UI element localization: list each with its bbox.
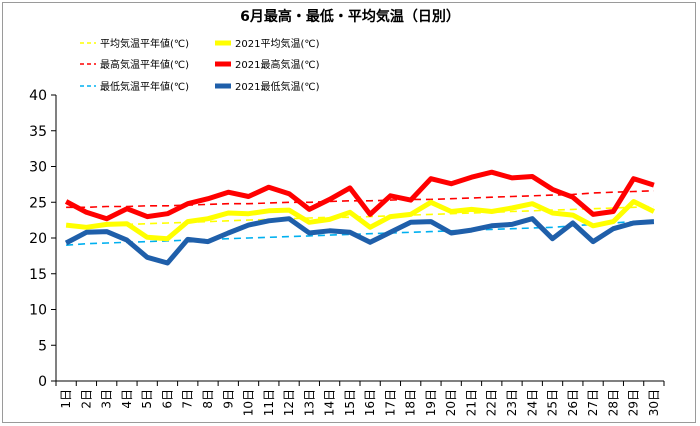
x-tick-label: 21日 <box>464 389 478 416</box>
x-tick-label: 28日 <box>606 389 620 416</box>
x-tick-label: 15日 <box>343 389 357 416</box>
legend-label: 最低気温平年値(℃) <box>100 80 189 93</box>
x-tick-label: 10日 <box>242 389 256 416</box>
y-tick-label: 20 <box>29 231 47 247</box>
legend-label: 2021平均気温(℃) <box>235 37 320 50</box>
legend: 平均気温平年値(℃) 2021平均気温(℃) 最高気温平年値(℃) 2021最高気温(… <box>80 37 320 93</box>
x-tick-label: 3日 <box>100 389 114 409</box>
x-axis: 1日 2日 3日 4日 5日 6日 7日 8日 9日 10日 11日 12日 13日 14日 15日 16日 1… <box>55 380 665 416</box>
x-tick-label: 6日 <box>160 389 174 409</box>
x-tick-label: 5日 <box>140 389 154 409</box>
legend-label: 平均気温平年値(℃) <box>100 37 189 50</box>
chart-title: 6月最高・最低・平均気温（日別） <box>240 8 460 25</box>
x-tick-label: 27日 <box>586 389 600 416</box>
x-tick-label: 11日 <box>262 389 276 416</box>
x-tick-label: 7日 <box>181 389 195 409</box>
x-tick-label: 29日 <box>627 389 641 416</box>
x-tick-label: 18日 <box>404 389 418 416</box>
series-line-1 <box>65 199 656 242</box>
x-tick-label: 9日 <box>221 389 235 409</box>
y-tick-label: 10 <box>29 303 47 319</box>
x-tick-label: 25日 <box>546 389 560 416</box>
x-tick-label: 23日 <box>505 389 519 416</box>
x-tick-label: 8日 <box>201 389 215 409</box>
x-tick-label: 12日 <box>282 389 296 416</box>
x-tick-label: 14日 <box>323 389 337 416</box>
x-tick-label: 24日 <box>525 389 539 416</box>
y-tick-label: 40 <box>29 88 47 104</box>
series-line-3 <box>64 169 655 222</box>
legend-label: 最高気温平年値(℃) <box>100 58 189 71</box>
y-tick-label: 25 <box>29 195 47 211</box>
y-tick-label: 35 <box>29 124 47 140</box>
x-tick-label: 13日 <box>302 389 316 416</box>
plot-area <box>64 169 656 266</box>
x-tick-label: 4日 <box>120 389 134 409</box>
y-tick-label: 0 <box>38 374 47 390</box>
y-tick-label: 30 <box>29 160 47 176</box>
x-tick-label: 26日 <box>566 389 580 416</box>
y-tick-label: 5 <box>38 338 47 354</box>
series-line-4 <box>66 219 654 246</box>
x-tick-label: 22日 <box>485 389 499 416</box>
x-tick-label: 1日 <box>59 389 73 409</box>
y-axis: 0 5 10 15 20 25 30 35 40 <box>29 88 57 390</box>
x-tick-label: 30日 <box>647 389 661 416</box>
x-tick-label: 17日 <box>383 389 397 416</box>
y-tick-label: 15 <box>29 267 47 283</box>
legend-label: 2021最高気温(℃) <box>235 58 320 71</box>
x-tick-label: 19日 <box>424 389 438 416</box>
x-tick-label: 20日 <box>444 389 458 416</box>
x-tick-label: 16日 <box>363 389 377 416</box>
x-tick-label: 2日 <box>79 389 93 409</box>
series-line-5 <box>64 216 655 266</box>
legend-label: 2021最低気温(℃) <box>235 80 320 93</box>
